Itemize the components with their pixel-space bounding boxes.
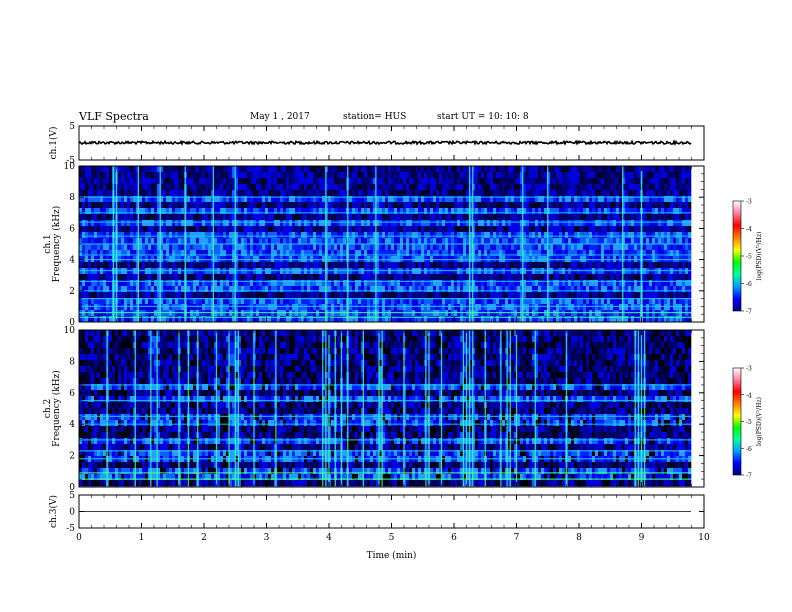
y-tick-label: 0 [69,483,75,493]
y-tick-label: 0 [69,508,75,518]
colorbar-tick-label: -3 [746,366,752,373]
x-axis-label: Time (min) [367,550,417,561]
y-tick-label: 4 [69,420,75,430]
y-axis-label: Frequency (kHz) [51,206,62,283]
colorbar-tick-label: -6 [746,446,752,453]
colorbar-label: log(PSD)(V²/Hz) [756,232,763,281]
y-tick-label: 0 [69,318,75,328]
colorbar-gradient [732,367,742,476]
colorbar: -3 -4 -5 -6 -7 log(PSD)(V²/Hz) [732,366,763,480]
x-ticks [78,166,705,322]
x-tick-label: 8 [576,533,582,543]
y-tick-label: -5 [66,156,75,166]
x-tick-label: 9 [639,533,645,543]
x-tick-label: 10 [698,533,710,543]
ch1-waveform-plot: 5 -5 ch.1(V) [48,122,705,166]
y-axis-label: ch.1 [43,234,53,253]
colorbar-tick-label: -7 [746,309,752,316]
y-tick-label: 2 [69,287,75,297]
x-tick-label: 1 [139,533,145,543]
y-axis-label: ch.1(V) [48,127,59,160]
x-tick-label: 3 [264,533,270,543]
colorbar-tick-label: -5 [746,254,752,261]
y-tick-label: 10 [64,162,76,172]
y-tick-label: 6 [69,224,75,234]
x-tick-label: 6 [451,533,457,543]
colorbar-tick-label: -4 [746,226,752,233]
colorbar-gradient [732,200,742,312]
y-tick-label: 5 [69,122,75,132]
colorbar-tick-label: -6 [746,281,752,288]
x-tick-label: 0 [76,533,82,543]
chart-title: VLF Spectra [79,110,149,123]
colorbar-tick-label: -3 [746,199,752,206]
x-ticks: 0 1 2 3 4 5 6 7 8 9 10 [76,495,710,543]
ch2-spectrogram-plot: 0 2 4 6 8 10 ch.2 Frequency (kHz) [43,326,705,493]
ch1-spectrogram-plot: 0 2 4 6 8 10 ch.1 Frequency (kHz) [43,162,705,328]
colorbar-label: log(PSD)(V²/Hz) [756,397,763,446]
colorbar-tick-label: -7 [746,473,752,480]
x-tick-label: 7 [514,533,520,543]
date-label: May 1 , 2017 [250,112,310,122]
colorbar: -3 -4 -5 -6 -7 log(PSD)(V²/Hz) [732,199,763,316]
y-tick-label: 8 [69,193,75,203]
y-tick-label: 4 [69,256,75,266]
x-ticks [78,126,705,160]
x-tick-label: 2 [201,533,207,543]
x-tick-label: 5 [389,533,395,543]
x-ticks [78,330,705,487]
y-axis-label: Frequency (kHz) [51,370,62,447]
y-tick-label: 6 [69,389,75,399]
colorbar-tick-label: -5 [746,419,752,426]
y-tick-label: 8 [69,357,75,367]
y-axis-label: ch.2 [43,399,53,418]
y-tick-label: 10 [64,326,76,336]
y-axis-label: ch.3(V) [48,495,59,528]
ch3-waveform-plot: 5 0 -5 ch.3(V) [48,491,705,534]
station-label: station= HUS [343,112,407,122]
colorbar-tick-label: -4 [746,392,752,399]
y-tick-label: 5 [69,491,75,501]
waveform-line [78,139,692,147]
y-tick-label: 2 [69,452,75,462]
y-tick-label: -5 [66,524,75,534]
x-tick-label: 4 [326,533,332,543]
start-time-label: start UT = 10: 10: 8 [437,112,529,122]
